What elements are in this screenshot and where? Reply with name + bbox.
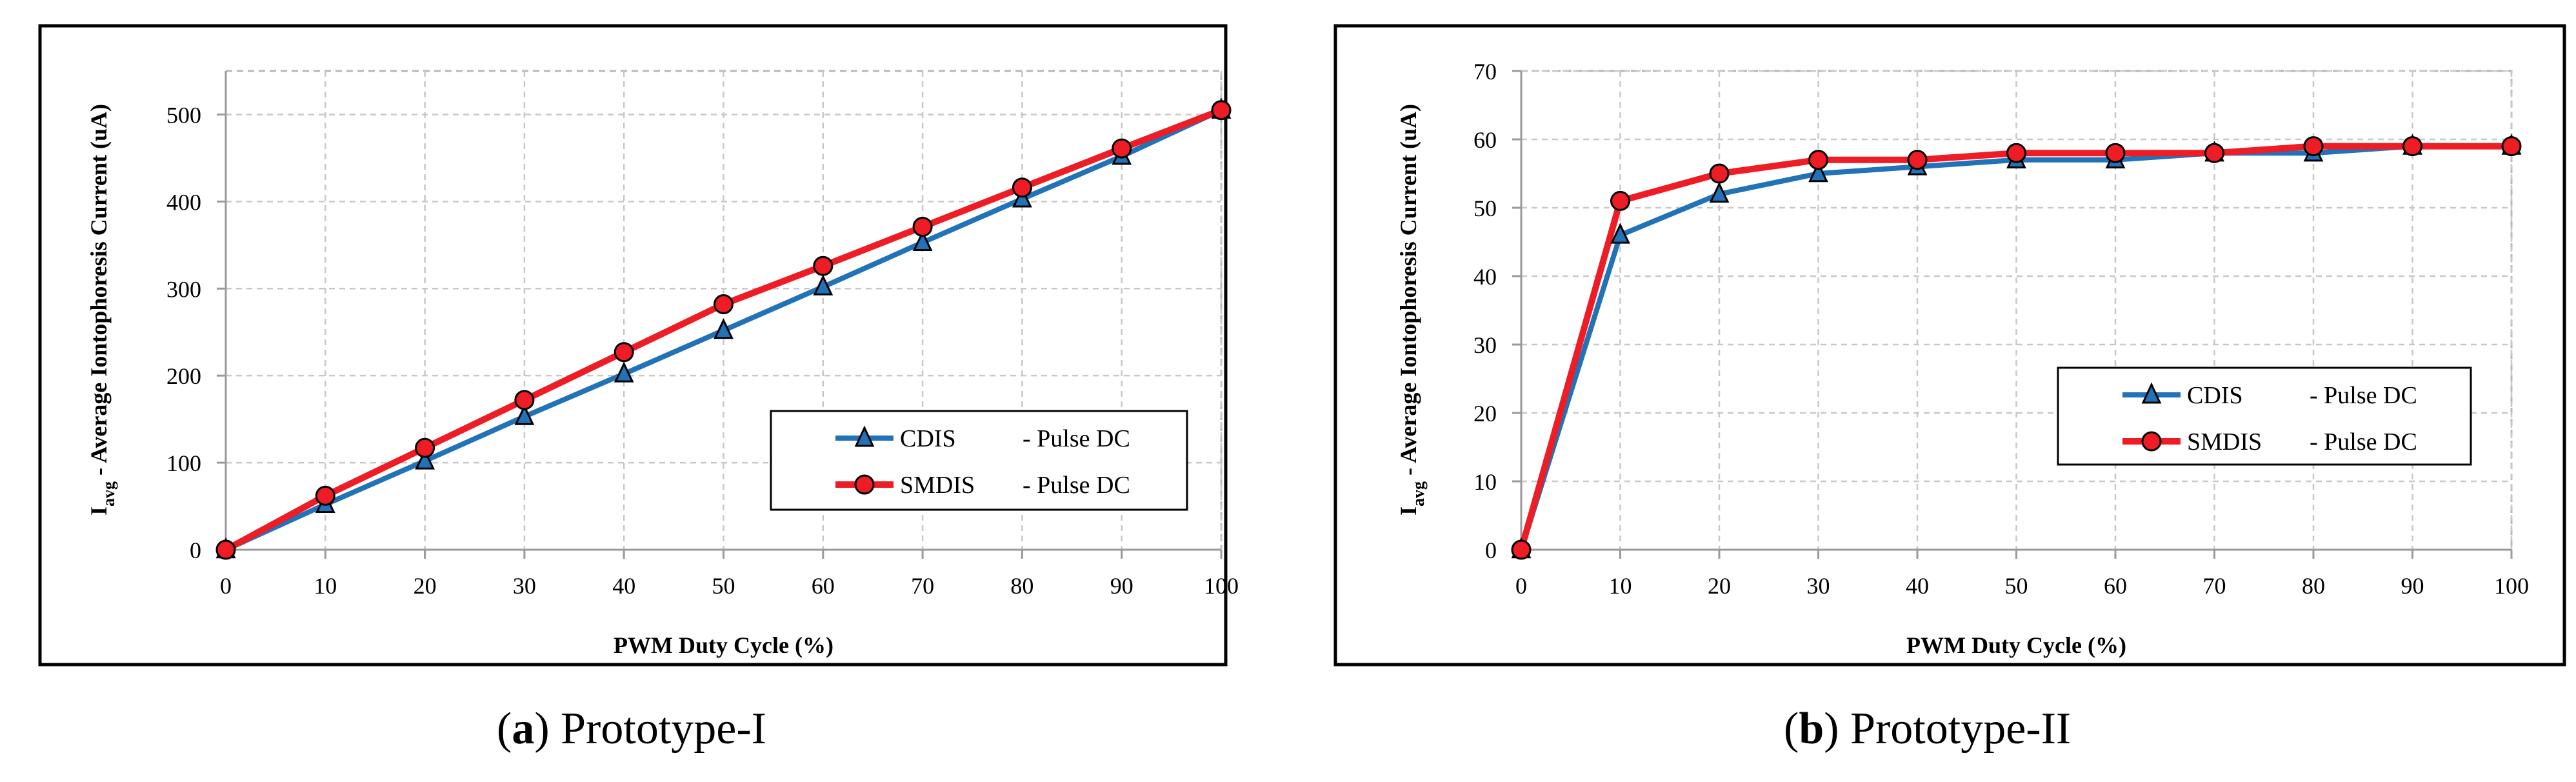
y-axis-title: Iavg - Average Iontophoresis Current (uA… <box>86 104 118 516</box>
data-point-cdis <box>714 317 734 339</box>
data-point-smdis <box>912 216 933 237</box>
legend-swatch-marker <box>854 474 875 495</box>
y-axis-title: Iavg - Average Iontophoresis Current (uA… <box>1395 104 1428 516</box>
legend-label-name: CDIS <box>900 425 956 452</box>
x-tick-label: 10 <box>314 573 337 599</box>
x-axis-title: PWM Duty Cycle (%) <box>1906 632 2126 658</box>
x-tick-label: 70 <box>911 573 934 599</box>
y-tick-label: 200 <box>166 363 201 389</box>
data-point-smdis <box>1012 177 1032 198</box>
x-tick-label: 100 <box>2494 573 2529 599</box>
data-point-smdis <box>1211 100 1232 121</box>
x-tick-label: 90 <box>2401 573 2424 599</box>
legend: CDIS - Pulse DC SMDIS - Pulse DC <box>2057 366 2472 466</box>
data-point-cdis <box>1610 223 1630 244</box>
data-point-smdis <box>1907 150 1928 170</box>
data-point-cdis <box>614 361 634 383</box>
y-tick-label: 70 <box>1473 59 1497 85</box>
x-tick-label: 30 <box>1807 573 1830 599</box>
y-tick-label: 10 <box>1473 469 1497 495</box>
data-point-smdis <box>415 437 435 458</box>
x-axis-title: PWM Duty Cycle (%) <box>614 632 834 658</box>
data-point-smdis <box>514 390 535 410</box>
legend-swatch-marker <box>854 425 875 447</box>
x-tick-label: 80 <box>2302 573 2325 599</box>
legend-box <box>2057 366 2472 466</box>
x-tick-label: 90 <box>1110 573 1133 599</box>
x-tick-label: 60 <box>2104 573 2127 599</box>
x-tick-label: 50 <box>712 573 735 599</box>
data-point-cdis <box>813 274 834 296</box>
y-tick-label: 500 <box>166 102 201 128</box>
data-point-smdis <box>215 539 236 560</box>
data-point-smdis <box>614 342 634 363</box>
x-tick-label: 20 <box>1708 573 1731 599</box>
data-point-smdis <box>2105 143 2126 163</box>
x-tick-label: 100 <box>1204 573 1239 599</box>
data-point-smdis <box>2402 136 2422 157</box>
legend: CDIS - Pulse DC SMDIS - Pulse DC <box>770 410 1188 511</box>
legend-box <box>770 410 1188 511</box>
data-point-smdis <box>1709 163 1730 184</box>
x-tick-label: 0 <box>1515 573 1527 599</box>
y-tick-label: 20 <box>1473 401 1497 426</box>
x-tick-label: 0 <box>220 573 232 599</box>
data-point-cdis <box>912 230 933 251</box>
y-tick-label: 50 <box>1473 196 1497 221</box>
chart-panel-b: 0 10 20 30 40 50 60 70 0 10 20 30 40 50 60 70 80 90 100 PWM… <box>1333 24 2566 667</box>
x-tick-label: 70 <box>2203 573 2226 599</box>
legend-label-name: SMDIS <box>900 472 975 499</box>
caption-a: (a) Prototype-I <box>497 704 766 754</box>
x-tick-label: 40 <box>1906 573 1929 599</box>
data-point-smdis <box>1808 150 1828 170</box>
y-tick-label: 30 <box>1473 332 1497 358</box>
legend-swatch-marker <box>2141 431 2162 452</box>
y-tick-label: 60 <box>1473 127 1497 153</box>
data-point-smdis <box>2204 143 2224 163</box>
data-point-smdis <box>315 485 335 506</box>
data-point-cdis <box>1808 161 1828 183</box>
data-point-smdis <box>714 294 734 315</box>
x-tick-label: 10 <box>1609 573 1632 599</box>
chart-panel-a: 0 100 200 300 400 500 0 10 20 30 40 50 60 70 80 90 100 PW… <box>38 24 1239 667</box>
data-point-smdis <box>1610 190 1630 211</box>
data-point-cdis <box>1709 181 1730 203</box>
legend-label-suffix: - Pulse DC <box>2310 428 2417 456</box>
x-tick-label: 20 <box>414 573 437 599</box>
legend-label-suffix: - Pulse DC <box>2310 382 2417 409</box>
x-tick-label: 80 <box>1010 573 1033 599</box>
data-point-smdis <box>2303 136 2324 157</box>
data-point-smdis <box>2501 136 2522 157</box>
data-point-smdis <box>1112 138 1132 159</box>
data-point-smdis <box>1511 539 1532 560</box>
y-tick-label: 400 <box>166 189 201 215</box>
y-tick-label: 40 <box>1473 264 1497 290</box>
y-tick-label: 0 <box>1485 537 1497 563</box>
x-tick-label: 40 <box>612 573 635 599</box>
legend-swatch-marker <box>2141 382 2162 404</box>
data-point-cdis <box>514 404 535 425</box>
x-tick-label: 60 <box>812 573 835 599</box>
legend-label-suffix: - Pulse DC <box>1023 472 1130 499</box>
caption-b: (b) Prototype-II <box>1784 704 2072 754</box>
x-tick-label: 50 <box>2005 573 2028 599</box>
data-point-smdis <box>2006 143 2026 163</box>
y-tick-label: 300 <box>166 276 201 302</box>
data-point-smdis <box>813 256 834 276</box>
legend-label-name: CDIS <box>2187 382 2243 409</box>
x-tick-label: 30 <box>513 573 536 599</box>
legend-label-name: SMDIS <box>2187 428 2262 456</box>
y-tick-label: 0 <box>190 537 201 563</box>
data-point-cdis <box>1012 186 1032 208</box>
legend-label-suffix: - Pulse DC <box>1023 425 1130 452</box>
data-point-cdis <box>415 448 435 470</box>
y-tick-label: 100 <box>166 450 201 476</box>
